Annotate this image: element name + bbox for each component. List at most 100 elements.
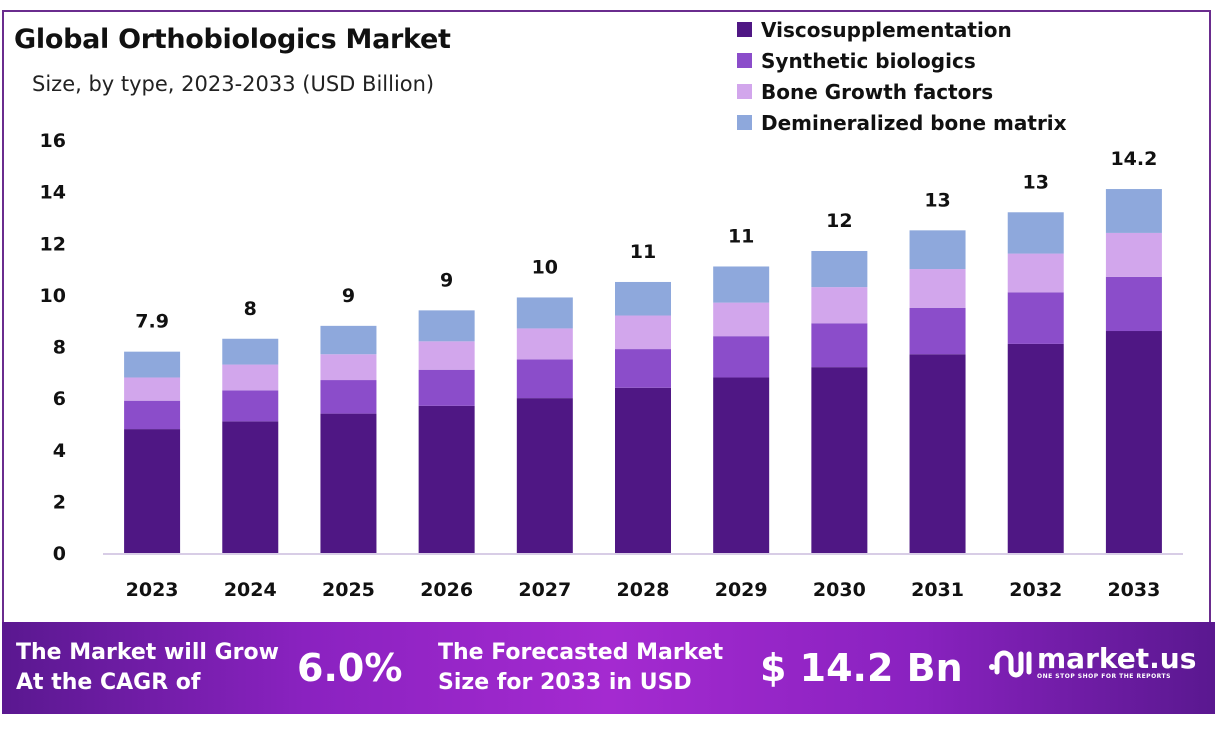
bar-segment-demineralized-bone-matrix	[713, 266, 770, 303]
x-tick-label: 2026	[420, 579, 473, 601]
y-tick-label: 4	[53, 440, 66, 462]
forecast-value: $ 14.2 Bn	[760, 646, 963, 690]
bar-segment-synthetic-biologics	[713, 336, 770, 378]
bar-segment-bone-growth-factors	[1007, 253, 1064, 293]
bar-segment-demineralized-bone-matrix	[615, 281, 671, 316]
y-tick-label: 10	[40, 285, 66, 307]
legend-swatch	[737, 84, 752, 99]
bar-segment-viscosupplementation	[1105, 331, 1162, 553]
bar-segment-bone-growth-factors	[615, 315, 671, 350]
bar-segment-viscosupplementation	[811, 367, 868, 553]
bar-total-label: 11	[728, 225, 754, 247]
x-tick-label: 2025	[322, 579, 375, 601]
y-tick-label: 0	[53, 543, 66, 565]
legend-item-synthetic-biologics: Synthetic biologics	[737, 45, 1067, 76]
legend-swatch	[737, 22, 752, 37]
cagr-label: The Market will Grow At the CAGR of	[16, 638, 279, 698]
bar-total-label: 10	[532, 256, 558, 278]
bar-segment-viscosupplementation	[124, 429, 181, 553]
bar-segment-viscosupplementation	[713, 377, 770, 553]
bar-segment-bone-growth-factors	[1105, 232, 1162, 277]
x-tick-label: 2032	[1009, 579, 1062, 601]
legend: Viscosupplementation Synthetic biologics…	[737, 14, 1067, 138]
y-tick-label: 2	[53, 491, 66, 513]
y-tick-label: 12	[40, 233, 66, 255]
legend-swatch	[737, 53, 752, 68]
bar-segment-synthetic-biologics	[222, 390, 279, 422]
bar-segment-bone-growth-factors	[713, 302, 770, 337]
footer-banner: The Market will Grow At the CAGR of 6.0%…	[2, 622, 1215, 714]
bar-segment-demineralized-bone-matrix	[124, 351, 181, 378]
bar-segment-synthetic-biologics	[811, 323, 868, 368]
chart-subtitle: Size, by type, 2023-2033 (USD Billion)	[32, 72, 435, 96]
bar-segment-synthetic-biologics	[516, 359, 573, 399]
bar-total-label: 9	[440, 269, 453, 291]
brand-logo: market.us ONE STOP SHOP FOR THE REPORTS	[987, 642, 1196, 682]
bar-segment-synthetic-biologics	[418, 369, 475, 406]
market-us-logo-icon	[989, 650, 1032, 678]
x-tick-label: 2030	[813, 579, 866, 601]
bar-segment-demineralized-bone-matrix	[418, 310, 475, 342]
legend-swatch	[737, 115, 752, 130]
x-tick-label: 2033	[1107, 579, 1160, 601]
bar-segment-viscosupplementation	[418, 405, 475, 553]
bar-total-label: 14.2	[1110, 148, 1157, 170]
bar-segment-demineralized-bone-matrix	[222, 338, 279, 365]
stacked-bar-chart: 0 2 4 6 8 10 12 14 16 7.9 2023 8 2024 9 2025 9 2026 10 202…	[40, 130, 1183, 601]
bar-segment-synthetic-biologics	[1105, 276, 1162, 332]
bar-segment-bone-growth-factors	[909, 269, 966, 308]
bar-total-label: 13	[924, 189, 950, 211]
bar-segment-synthetic-biologics	[909, 307, 966, 355]
bar-segment-synthetic-biologics	[615, 349, 671, 388]
bar-segment-bone-growth-factors	[320, 354, 377, 381]
brand-name: market.us	[1037, 641, 1197, 675]
bar-segment-viscosupplementation	[615, 387, 671, 553]
forecast-label-line1: The Forecasted Market	[438, 640, 724, 665]
bar-segment-demineralized-bone-matrix	[1007, 212, 1064, 254]
bar-segment-viscosupplementation	[320, 413, 377, 553]
legend-label: Synthetic biologics	[761, 48, 976, 73]
bar-segment-synthetic-biologics	[1007, 292, 1064, 344]
x-tick-label: 2023	[126, 579, 179, 601]
cagr-label-line2: At the CAGR of	[16, 670, 201, 695]
bar-segment-bone-growth-factors	[811, 287, 868, 324]
forecast-label-line2: Size for 2033 in USD	[438, 670, 692, 695]
bar-segment-demineralized-bone-matrix	[320, 325, 377, 355]
forecast-label: The Forecasted Market Size for 2033 in U…	[438, 638, 723, 698]
brand-tagline: ONE STOP SHOP FOR THE REPORTS	[1037, 672, 1171, 680]
x-tick-label: 2029	[715, 579, 768, 601]
bar-segment-bone-growth-factors	[516, 328, 573, 360]
legend-item-demineralized-bone-matrix: Demineralized bone matrix	[737, 107, 1067, 138]
legend-label: Demineralized bone matrix	[761, 110, 1067, 135]
y-tick-label: 8	[53, 337, 66, 359]
legend-item-viscosupplementation: Viscosupplementation	[737, 14, 1067, 45]
bar-segment-synthetic-biologics	[124, 400, 181, 430]
bar-segment-bone-growth-factors	[222, 364, 279, 391]
x-tick-label: 2024	[224, 579, 277, 601]
bar-segment-demineralized-bone-matrix	[811, 250, 868, 288]
bar-total-label: 9	[342, 285, 355, 307]
bar-segment-viscosupplementation	[909, 354, 966, 553]
bar-total-label: 13	[1023, 171, 1049, 193]
y-tick-label: 16	[40, 130, 66, 152]
bar-segment-synthetic-biologics	[320, 380, 377, 414]
cagr-value: 6.0%	[297, 646, 403, 690]
legend-label: Bone Growth factors	[761, 79, 994, 104]
bar-total-label: 12	[826, 210, 852, 232]
x-tick-label: 2027	[518, 579, 571, 601]
y-tick-label: 14	[40, 182, 66, 204]
y-tick-label: 6	[53, 388, 66, 410]
bar-segment-demineralized-bone-matrix	[516, 297, 573, 329]
bar-segment-bone-growth-factors	[418, 341, 475, 370]
bar-segment-viscosupplementation	[222, 421, 279, 553]
bar-segment-demineralized-bone-matrix	[909, 230, 966, 270]
cagr-label-line1: The Market will Grow	[16, 640, 279, 665]
x-tick-label: 2031	[911, 579, 964, 601]
bar-total-label: 7.9	[135, 311, 169, 333]
legend-label: Viscosupplementation	[761, 17, 1012, 42]
bar-total-label: 11	[630, 241, 656, 263]
bar-total-label: 8	[244, 298, 257, 320]
bar-segment-viscosupplementation	[516, 398, 573, 553]
legend-item-bone-growth-factors: Bone Growth factors	[737, 76, 1067, 107]
x-tick-label: 2028	[617, 579, 670, 601]
